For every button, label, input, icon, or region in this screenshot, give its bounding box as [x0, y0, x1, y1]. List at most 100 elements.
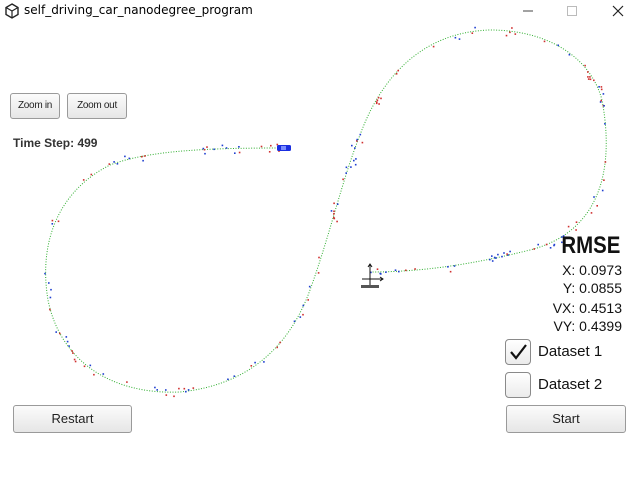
measurement-marker [192, 387, 195, 389]
measurement-marker [354, 163, 357, 166]
measurement-marker [600, 88, 603, 91]
measurement-marker [279, 341, 281, 344]
measurement-marker [178, 387, 180, 390]
measurement-marker [238, 146, 240, 148]
rmse-vy: VY: 0.4399 [553, 318, 622, 334]
measurement-marker [533, 248, 535, 250]
measurement-marker [604, 161, 607, 163]
measurement-marker [590, 212, 593, 214]
measurement-marker [333, 202, 335, 205]
measurement-marker [587, 78, 590, 80]
measurement-marker [299, 316, 302, 318]
measurement-marker [225, 147, 228, 149]
measurement-marker [93, 373, 95, 376]
measurement-marker [142, 159, 144, 162]
measurement-marker [567, 225, 570, 228]
measurement-marker [587, 71, 589, 73]
measurement-marker [543, 40, 546, 43]
measurement-marker [561, 236, 563, 238]
rmse-x: X: 0.0973 [562, 262, 622, 278]
measurement-marker [514, 33, 517, 35]
measurement-marker [380, 273, 382, 275]
measurement-marker [562, 235, 565, 237]
rmse-vx: VX: 0.4513 [552, 300, 622, 316]
measurement-marker [414, 268, 416, 270]
measurement-marker [276, 143, 279, 146]
unity-icon [5, 3, 19, 19]
measurement-marker [308, 285, 311, 288]
measurement-marker [553, 244, 555, 247]
measurement-marker [221, 144, 224, 147]
measurement-marker [354, 147, 356, 149]
measurement-marker [156, 389, 158, 391]
restart-button[interactable]: Restart [13, 405, 132, 433]
measurement-marker [89, 364, 92, 367]
measurement-marker [185, 390, 187, 393]
measurement-marker [561, 241, 563, 244]
measurement-marker [50, 288, 52, 291]
simulation-view [44, 26, 607, 398]
zoom-out-button[interactable]: Zoom out [67, 93, 127, 119]
measurement-marker [353, 159, 355, 162]
measurement-marker [124, 155, 126, 158]
dataset-1-checkbox[interactable] [505, 339, 531, 365]
measurement-marker [66, 340, 69, 343]
measurement-marker [342, 178, 344, 181]
measurement-marker [447, 266, 449, 268]
measurement-marker [378, 103, 380, 105]
minimize-button[interactable] [505, 0, 551, 22]
measurement-marker [268, 151, 271, 153]
measurement-marker [599, 101, 602, 103]
measurement-marker [491, 255, 493, 257]
dataset-2-label: Dataset 2 [538, 376, 603, 393]
measurement-marker [51, 223, 54, 225]
close-icon [612, 5, 624, 17]
measurement-marker [276, 346, 278, 349]
measurement-marker [250, 365, 253, 367]
measurement-marker [116, 163, 119, 165]
measurement-marker [336, 220, 338, 223]
maximize-button[interactable] [549, 0, 595, 22]
measurement-marker [385, 271, 387, 273]
measurement-marker [601, 189, 604, 192]
measurement-marker [376, 268, 379, 270]
measurement-marker [173, 395, 175, 398]
measurement-marker [108, 163, 111, 165]
measurement-marker [227, 378, 229, 381]
measurement-marker [359, 133, 362, 136]
measurement-marker [302, 313, 304, 316]
measurement-marker [600, 86, 603, 88]
measurement-marker [356, 138, 358, 141]
measurement-marker [330, 210, 333, 212]
measurement-marker [602, 93, 605, 95]
measurement-marker [376, 99, 379, 102]
close-button[interactable] [595, 0, 641, 22]
measurement-marker [333, 213, 335, 215]
measurement-marker [471, 32, 474, 34]
measurement-marker [317, 272, 320, 274]
measurement-marker [83, 365, 86, 368]
measurement-marker [307, 299, 309, 301]
measurement-marker [51, 219, 54, 222]
measurement-marker [495, 257, 497, 259]
dataset-2-checkbox[interactable] [505, 372, 531, 398]
measurement-marker [57, 220, 60, 223]
measurement-marker [474, 26, 476, 29]
measurement-marker [593, 79, 595, 82]
measurement-marker [234, 152, 236, 154]
start-button[interactable]: Start [506, 405, 626, 433]
measurement-marker [394, 269, 397, 271]
measurement-marker [71, 350, 73, 352]
measurement-marker [489, 258, 491, 261]
zoom-in-button[interactable]: Zoom in [10, 93, 60, 119]
rmse-title: RMSE [561, 232, 620, 259]
measurement-marker [183, 387, 186, 390]
measurement-marker [568, 53, 571, 56]
measurement-marker [263, 361, 265, 363]
sensor-icon [361, 263, 384, 288]
measurement-marker [537, 243, 539, 246]
measurement-marker [333, 217, 336, 220]
time-step-label: Time Step: 499 [13, 136, 98, 150]
measurement-marker [511, 27, 513, 29]
measurement-marker [345, 166, 348, 169]
